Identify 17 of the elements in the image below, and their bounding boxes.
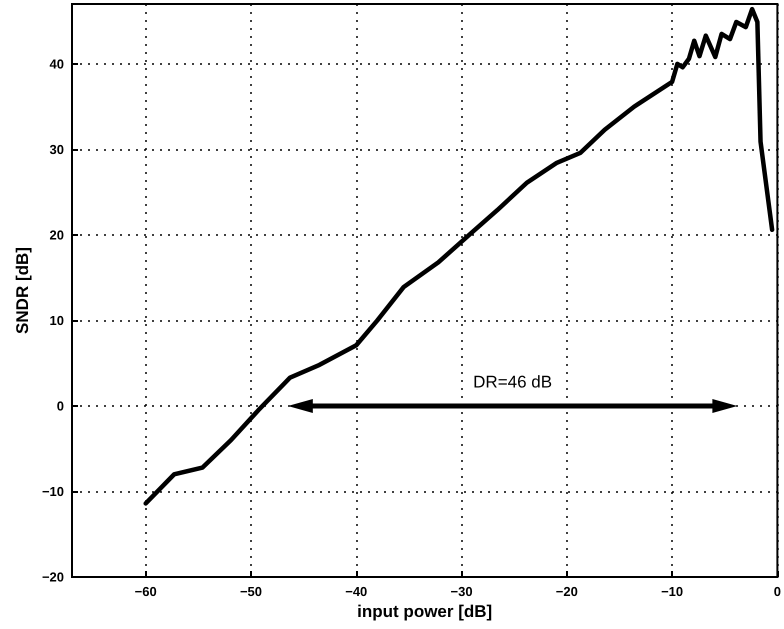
y-tick-label: 10 <box>50 312 64 328</box>
y-tick-label: 40 <box>50 56 64 72</box>
y-axis-title: SNDR [dB] <box>13 247 32 334</box>
x-axis-title: input power [dB] <box>357 602 492 621</box>
x-tick-label: −10 <box>661 584 684 599</box>
x-tick-label: −30 <box>450 584 473 599</box>
y-tick-label: −20 <box>42 570 64 584</box>
annotation: DR=46 dB <box>473 372 552 392</box>
y-tick-label: 20 <box>50 227 64 242</box>
x-tick-label: −20 <box>556 584 578 599</box>
x-tick-label: −50 <box>240 584 262 599</box>
x-tick-label: 0 <box>774 584 781 599</box>
y-tick-label: 30 <box>50 142 64 157</box>
x-tick-label: −60 <box>134 584 157 599</box>
y-tick-label: 0 <box>56 398 64 414</box>
x-tick-label: −40 <box>345 584 368 599</box>
y-tick-label: −10 <box>42 484 64 499</box>
